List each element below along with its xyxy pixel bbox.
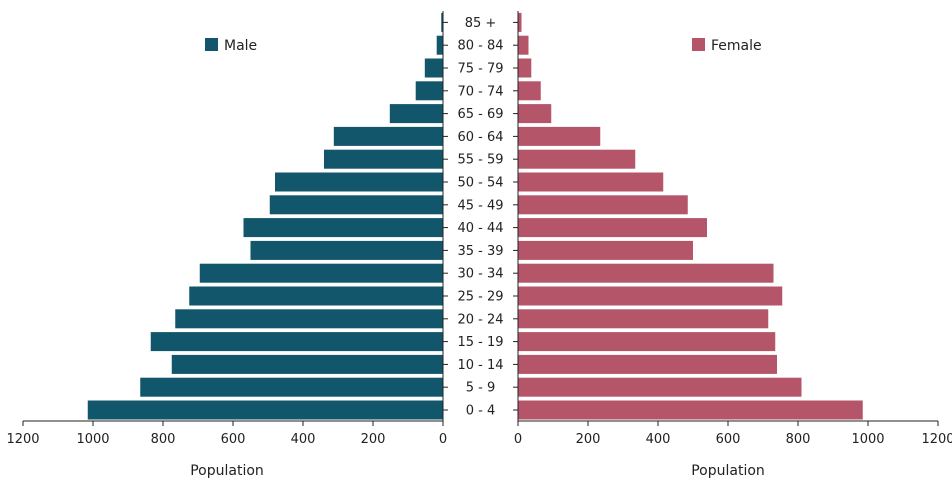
x-tick-label-right-1: 200 — [576, 432, 601, 447]
bar-male-16 — [140, 377, 443, 397]
x-tick-label-left-4: 800 — [151, 432, 176, 447]
legend: Male Female — [205, 38, 762, 54]
age-label-11: 30 - 34 — [457, 267, 503, 282]
bar-female-6 — [518, 149, 636, 169]
x-tick-label-left-6: 1200 — [6, 432, 39, 447]
legend-label-male: Male — [224, 38, 257, 54]
legend-label-female: Female — [711, 38, 762, 54]
age-label-15: 10 - 14 — [457, 358, 503, 373]
bar-male-17 — [87, 400, 443, 420]
age-label-5: 60 - 64 — [457, 130, 503, 145]
bar-female-8 — [518, 195, 688, 215]
age-label-10: 35 - 39 — [457, 244, 503, 259]
bar-male-11 — [199, 263, 443, 283]
bar-female-14 — [518, 332, 776, 352]
bar-female-10 — [518, 240, 693, 260]
age-label-7: 50 - 54 — [457, 176, 503, 191]
bar-female-0 — [518, 12, 522, 32]
x-tick-label-left-1: 200 — [361, 432, 386, 447]
x-tick-label-left-0: 0 — [439, 432, 447, 447]
x-tick-label-right-2: 400 — [646, 432, 671, 447]
age-label-13: 20 - 24 — [457, 312, 503, 327]
x-tick-label-left-3: 600 — [221, 432, 246, 447]
x-tick-label-right-5: 1000 — [851, 432, 884, 447]
bar-male-6 — [324, 149, 443, 169]
age-label-4: 65 - 69 — [457, 107, 503, 122]
bar-male-10 — [250, 240, 443, 260]
bar-male-2 — [424, 58, 443, 78]
age-label-2: 75 - 79 — [457, 62, 503, 77]
bar-male-0 — [441, 12, 443, 32]
male-bars — [87, 12, 443, 420]
age-label-9: 40 - 44 — [457, 221, 503, 236]
bar-male-7 — [275, 172, 443, 192]
bar-female-12 — [518, 286, 783, 306]
bar-male-8 — [269, 195, 443, 215]
legend-swatch-male — [205, 38, 218, 51]
left-axis: 0 200 400 600 800 1000 1200 — [6, 11, 448, 447]
bar-female-16 — [518, 377, 802, 397]
bar-male-12 — [189, 286, 443, 306]
bar-male-4 — [389, 104, 443, 124]
bar-female-5 — [518, 126, 601, 146]
bar-male-15 — [171, 354, 443, 374]
bar-female-11 — [518, 263, 774, 283]
x-tick-label-right-6: 1200 — [921, 432, 952, 447]
age-label-16: 5 - 9 — [466, 381, 496, 396]
age-label-3: 70 - 74 — [457, 84, 503, 99]
bar-male-9 — [243, 218, 443, 238]
bar-female-9 — [518, 218, 707, 238]
x-tick-label-left-5: 1000 — [76, 432, 109, 447]
bar-female-7 — [518, 172, 664, 192]
age-label-1: 80 - 84 — [457, 39, 503, 54]
bar-male-14 — [150, 332, 443, 352]
age-label-8: 45 - 49 — [457, 198, 503, 213]
bar-female-4 — [518, 104, 552, 124]
age-label-12: 25 - 29 — [457, 290, 503, 305]
bar-female-1 — [518, 35, 529, 55]
right-axis: 0 200 400 600 800 1000 1200 — [513, 11, 952, 447]
age-label-6: 55 - 59 — [457, 153, 503, 168]
age-label-17: 0 - 4 — [466, 404, 496, 419]
bar-female-2 — [518, 58, 532, 78]
bar-male-5 — [333, 126, 443, 146]
x-tick-label-right-3: 600 — [716, 432, 741, 447]
x-axis-title-female: Population — [691, 463, 765, 479]
female-bars — [518, 12, 863, 420]
bar-female-13 — [518, 309, 769, 329]
age-label-0: 85 + — [465, 16, 497, 31]
bar-female-3 — [518, 81, 541, 101]
age-label-14: 15 - 19 — [457, 335, 503, 350]
x-tick-label-right-0: 0 — [514, 432, 522, 447]
bar-female-15 — [518, 354, 777, 374]
x-axis-title-male: Population — [190, 463, 264, 479]
x-tick-label-right-4: 800 — [786, 432, 811, 447]
bar-male-13 — [175, 309, 443, 329]
bar-male-3 — [415, 81, 443, 101]
bar-male-1 — [436, 35, 443, 55]
legend-swatch-female — [692, 38, 705, 51]
x-tick-label-left-2: 400 — [291, 432, 316, 447]
age-labels: 85 + 80 - 84 75 - 79 70 - 74 65 - 69 60 - 64 5… — [457, 16, 503, 419]
bar-female-17 — [518, 400, 863, 420]
